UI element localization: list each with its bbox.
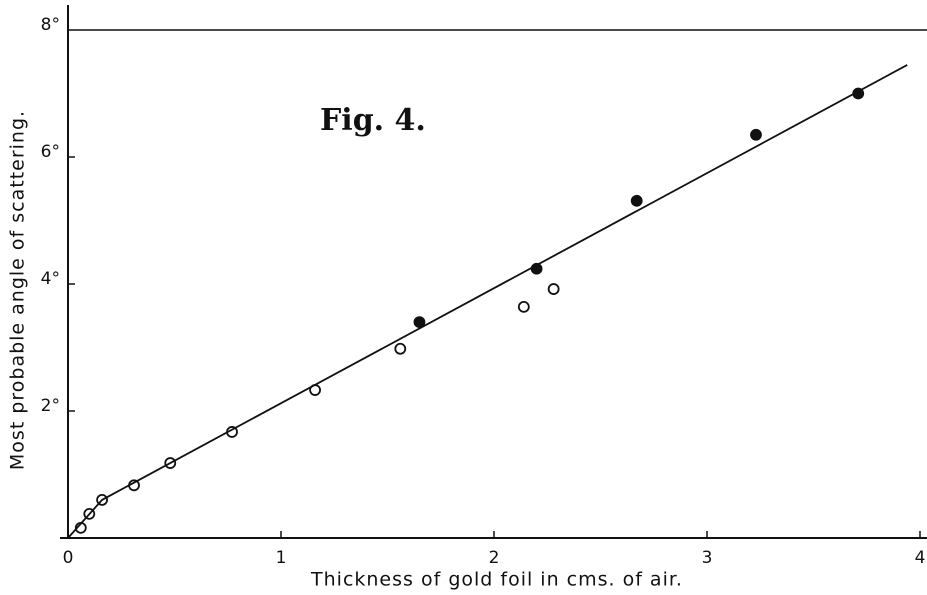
y-tick-label: 2° xyxy=(41,396,60,416)
y-tick-label: 6° xyxy=(41,142,60,162)
filled-point xyxy=(750,128,762,141)
filled-point xyxy=(630,194,643,207)
fit-line xyxy=(67,64,908,539)
filled-point xyxy=(413,316,426,329)
x-tick-label: 1 xyxy=(276,548,287,568)
open-point xyxy=(547,283,560,295)
figure-title: Fig. 4. xyxy=(320,103,426,138)
x-tick-label: 3 xyxy=(702,548,713,568)
x-tick-label: 0 xyxy=(63,548,74,568)
open-point xyxy=(394,342,407,355)
x-axis-label: Thickness of gold foil in cms. of air. xyxy=(310,569,683,591)
y-axis-label: Most probable angle of scattering. xyxy=(7,110,29,470)
x-tick-label: 2 xyxy=(489,548,500,568)
y-tick-label: 8° xyxy=(41,15,60,35)
x-tick-label: 4 xyxy=(915,548,926,568)
y-tick-label: 4° xyxy=(41,269,60,289)
open-point xyxy=(517,300,530,313)
